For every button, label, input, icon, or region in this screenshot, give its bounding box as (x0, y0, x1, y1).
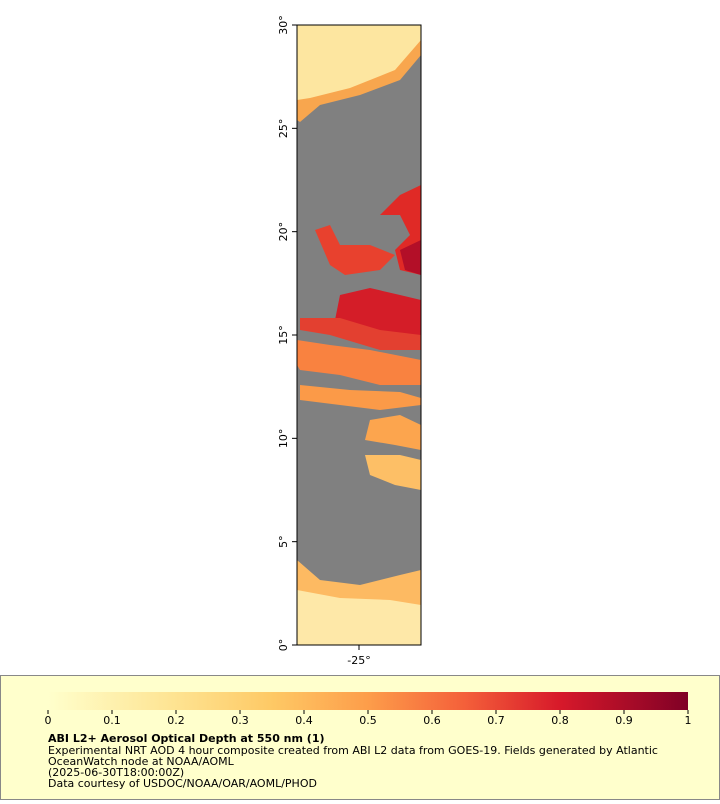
y-tick-label: 10° (277, 429, 290, 449)
legend-line: Data courtesy of USDOC/NOAA/OAR/AOML/PHO… (48, 777, 317, 790)
y-tick-label: 25° (277, 119, 290, 139)
colorbar-tick-label: 0.2 (167, 714, 185, 727)
colorbar-tick-label: 0.8 (551, 714, 569, 727)
colorbar-tick-label: 0.6 (423, 714, 441, 727)
colorbar-tick-label: 0.1 (103, 714, 121, 727)
colorbar-tick-label: 1 (685, 714, 692, 727)
legend-line: Experimental NRT AOD 4 hour composite cr… (48, 744, 658, 757)
legend-line: OceanWatch node at NOAA/AOML (48, 755, 235, 768)
y-tick-label: 0° (277, 639, 290, 652)
y-tick-label: 15° (277, 325, 290, 345)
legend-line: (2025-06-30T18:00:00Z) (48, 766, 184, 779)
colorbar-tick-label: 0.5 (359, 714, 377, 727)
colorbar (48, 692, 688, 710)
colorbar-tick-label: 0 (45, 714, 52, 727)
y-tick-label: 5° (277, 535, 290, 548)
map-image (297, 25, 421, 645)
colorbar-tick-label: 0.3 (231, 714, 249, 727)
colorbar-tick-label: 0.9 (615, 714, 633, 727)
legend-title: ABI L2+ Aerosol Optical Depth at 550 nm … (48, 732, 325, 745)
y-tick-label: 30° (277, 15, 290, 35)
colorbar-tick-label: 0.7 (487, 714, 505, 727)
x-tick-label: -25° (347, 654, 370, 667)
y-tick-label: 20° (277, 222, 290, 242)
colorbar-tick-label: 0.4 (295, 714, 313, 727)
